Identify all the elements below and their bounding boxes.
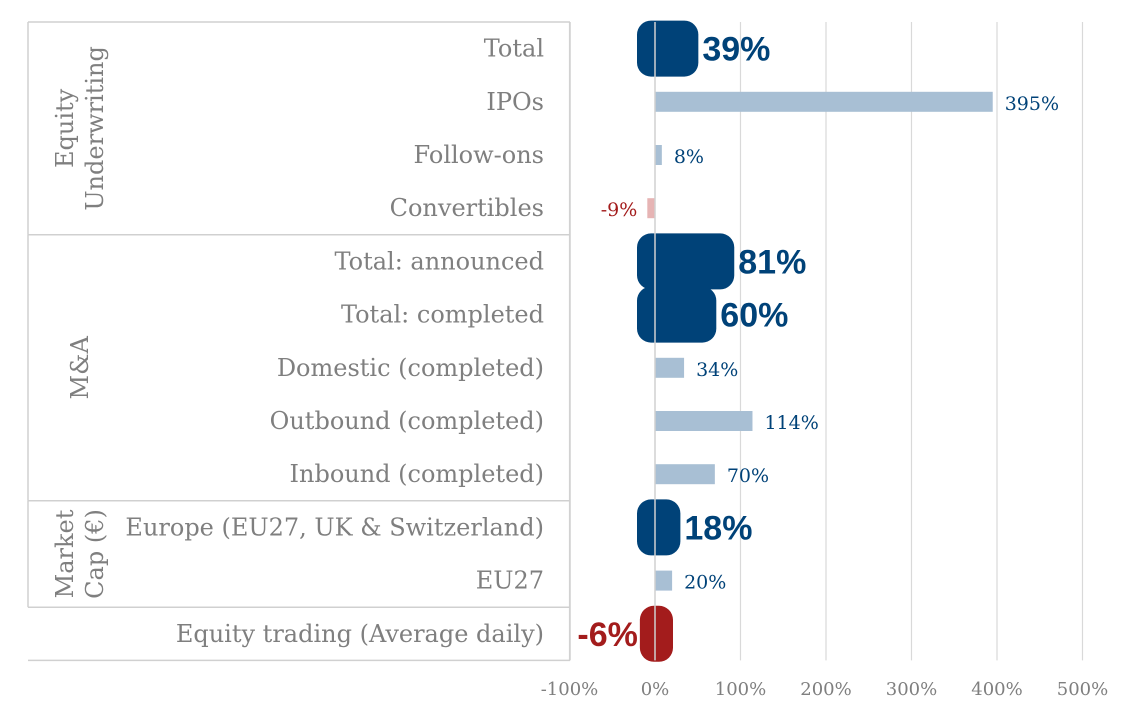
bar <box>647 198 655 219</box>
category-label: Total: announced <box>334 247 544 275</box>
category-label: IPOs <box>486 88 544 116</box>
category-label: Inbound (completed) <box>290 460 544 488</box>
bar <box>637 233 735 290</box>
bars <box>637 20 993 662</box>
data-label: 20% <box>684 572 726 594</box>
bar <box>655 145 662 165</box>
x-tick-label: 400% <box>971 679 1022 700</box>
data-label: 114% <box>764 412 818 434</box>
category-label: Europe (EU27, UK & Switzerland) <box>125 513 544 541</box>
bar <box>655 464 715 485</box>
bar <box>637 286 717 343</box>
category-label: Follow-ons <box>414 141 544 169</box>
data-label: 18% <box>684 509 752 547</box>
group-label: M&A <box>66 336 94 400</box>
category-label: EU27 <box>476 567 544 595</box>
bar <box>637 20 699 77</box>
category-label: Total <box>484 35 544 63</box>
x-tick-label: 0% <box>641 679 670 700</box>
bar <box>637 499 681 556</box>
bar <box>655 411 753 431</box>
category-table-frame <box>27 21 571 662</box>
category-label: Total: completed <box>341 301 544 329</box>
bar <box>639 605 673 662</box>
x-tick-label: -100% <box>541 679 599 700</box>
data-label: 395% <box>1005 93 1059 115</box>
category-label: Equity trading (Average daily) <box>176 620 544 648</box>
bar <box>655 570 673 591</box>
data-label: 34% <box>696 359 738 381</box>
data-label: 39% <box>702 31 770 69</box>
data-labels: 39% 395% 8% -9% 81% 60% 34% 114% 70% 18% 20% -6% <box>577 31 1059 654</box>
x-tick-label: 100% <box>715 679 766 700</box>
bar <box>655 357 685 378</box>
group-label: EquityUnderwriting <box>51 46 109 211</box>
category-label: Convertibles <box>390 194 544 222</box>
data-label: -9% <box>601 199 638 221</box>
data-label: 8% <box>674 146 704 168</box>
data-label: -6% <box>577 616 637 654</box>
x-tick-label: 200% <box>800 679 851 700</box>
x-tick-label: 500% <box>1057 679 1108 700</box>
data-label: 70% <box>727 465 769 487</box>
category-labels: Total IPOs Follow-ons Convertibles Total: an… <box>125 35 544 648</box>
category-label: Outbound (completed) <box>270 407 544 435</box>
data-label: 81% <box>738 243 806 281</box>
x-axis-tick-labels: -100% 0% 100% 200% 300% 400% 500% <box>541 679 1109 700</box>
data-label: 60% <box>720 297 788 335</box>
bar <box>655 91 993 112</box>
category-label: Domestic (completed) <box>277 354 544 382</box>
group-label: MarketCap (€) <box>51 509 109 599</box>
x-tick-label: 300% <box>886 679 937 700</box>
group-labels: EquityUnderwriting M&A MarketCap (€) <box>51 46 109 599</box>
